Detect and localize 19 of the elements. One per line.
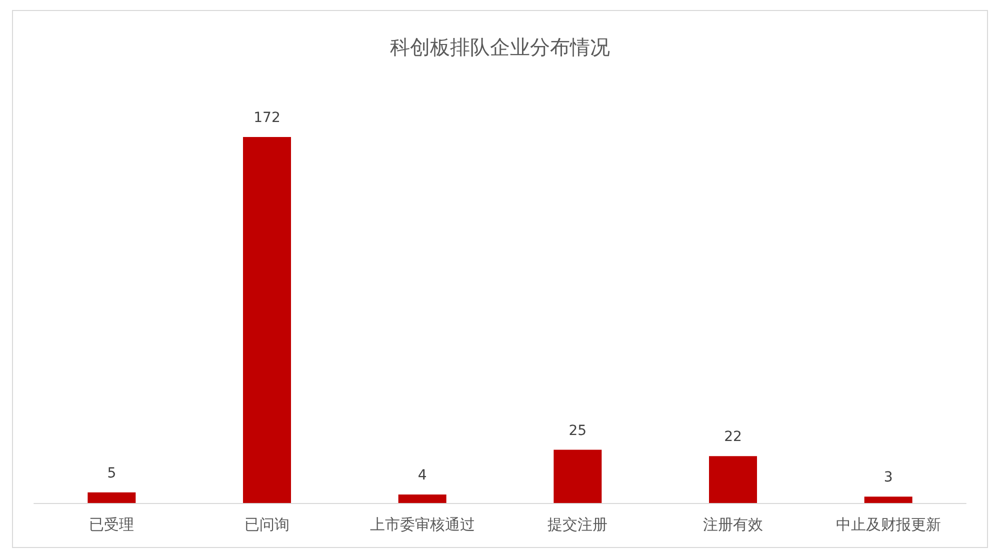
bar [398, 494, 446, 503]
data-label: 5 [107, 465, 116, 482]
bar [864, 496, 912, 503]
x-tick-label: 提交注册 [548, 516, 608, 534]
chart-title: 科创板排队企业分布情况 [390, 35, 610, 59]
bar [709, 456, 757, 503]
bar [554, 450, 602, 503]
data-label: 4 [418, 467, 427, 484]
x-tick-label: 注册有效 [703, 516, 763, 534]
bar [88, 492, 136, 503]
bar [243, 137, 291, 503]
data-label: 22 [724, 429, 742, 446]
x-tick-label: 已问询 [244, 516, 290, 534]
x-tick-label: 上市委审核通过 [370, 516, 475, 534]
x-tick-label: 中止及财报更新 [836, 516, 941, 534]
data-label: 25 [568, 422, 587, 439]
data-label: 3 [884, 470, 893, 486]
x-tick-label: 已受理 [89, 516, 134, 534]
data-label: 172 [254, 110, 280, 126]
